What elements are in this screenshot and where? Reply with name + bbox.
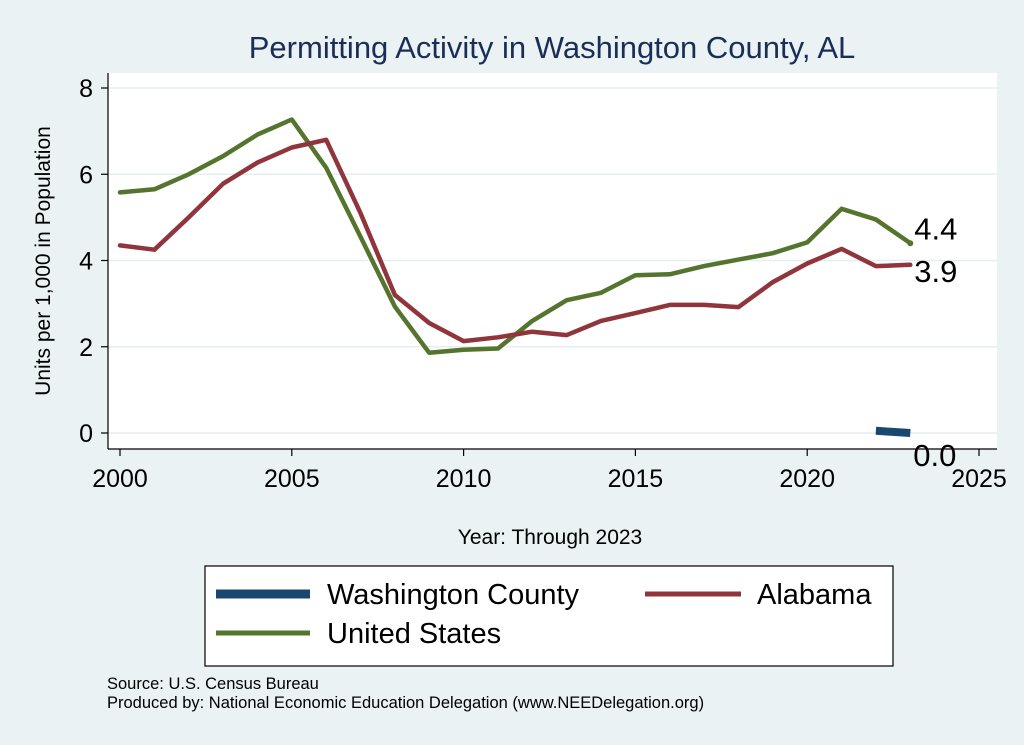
series-lines	[117, 117, 914, 437]
x-axis-label: Year: Through 2023	[458, 526, 643, 549]
x-tick-label-2005: 2005	[264, 465, 320, 493]
end-label-washington-county: 0.0	[913, 438, 956, 473]
legend-box	[204, 565, 894, 667]
y-tick-label-6: 6	[79, 161, 93, 189]
end-label-united-states: 4.4	[914, 211, 957, 246]
y-axis-label: Units per 1,000 in Population	[32, 126, 55, 396]
grid-lines	[108, 87, 997, 434]
legend: Washington County Alabama United States	[204, 565, 894, 667]
x-tick-label-2020: 2020	[779, 465, 835, 493]
legend-label-alabama: Alabama	[757, 579, 872, 611]
x-tick-label-2000: 2000	[92, 465, 148, 493]
source-note: Source: U.S. Census Bureau	[107, 675, 319, 693]
y-tick-label-4: 4	[79, 248, 93, 276]
y-tick-label-2: 2	[79, 334, 93, 362]
series-line-washington-county	[875, 426, 911, 437]
series-line-alabama	[117, 137, 913, 344]
end-label-alabama: 3.9	[914, 254, 957, 289]
produced-by-note: Produced by: National Economic Education…	[107, 694, 704, 712]
chart-title: Permitting Activity in Washington County…	[249, 30, 856, 65]
end-labels: 4.4 3.9 0.0	[913, 211, 957, 473]
ticks: 0 2 4 6 8 2000 2005 2010 2015 2020 2025	[79, 75, 1007, 493]
legend-label-united-states: United States	[327, 618, 501, 650]
x-tick-label-2010: 2010	[436, 465, 492, 493]
y-tick-label-8: 8	[79, 75, 93, 103]
x-tick-label-2025: 2025	[951, 465, 1007, 493]
x-tick-label-2015: 2015	[608, 465, 664, 493]
y-tick-label-0: 0	[79, 420, 93, 448]
legend-label-washington-county: Washington County	[327, 579, 580, 611]
end-marker-united-states	[907, 240, 914, 247]
